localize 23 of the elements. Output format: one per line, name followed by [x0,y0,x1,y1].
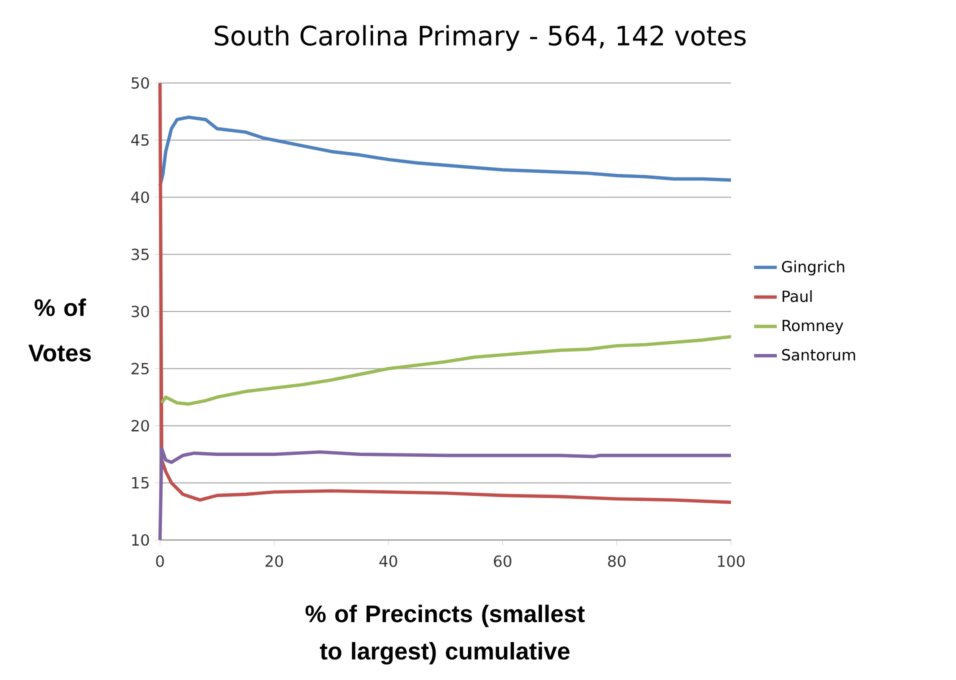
y-tick-label: 50 [132,77,149,89]
y-tick-label: 30 [132,306,149,318]
y-axis-title: % of Votes [28,298,91,362]
y-tick-label: 20 [132,420,149,432]
y-tick-label: 35 [132,248,149,260]
x-tick-label: 80 [608,555,626,567]
x-tick-label: 40 [379,555,398,567]
x-tick-label: 0 [156,555,164,567]
x-tick-label: 100 [718,555,745,567]
legend-label: Santorum [782,349,856,361]
y-tick-label: 10 [132,534,149,546]
x-tick-label: 20 [266,555,283,567]
y-tick-label: 25 [132,362,149,374]
y-tick-label: 40 [131,191,149,204]
y-tick-label: 45 [131,134,149,146]
y-tick-label: 15 [132,477,149,489]
x-axis-title: % of Precincts (smallest to largest) cumulative [306,604,585,664]
x-tick-label: 60 [494,555,512,567]
legend-label: Romney [782,320,844,334]
legend-label: Gingrich [782,260,844,276]
chart-title: South Carolina Primary - 564, 142 votes [214,25,746,51]
line-series [158,81,733,504]
legend-label: Paul [782,290,812,302]
